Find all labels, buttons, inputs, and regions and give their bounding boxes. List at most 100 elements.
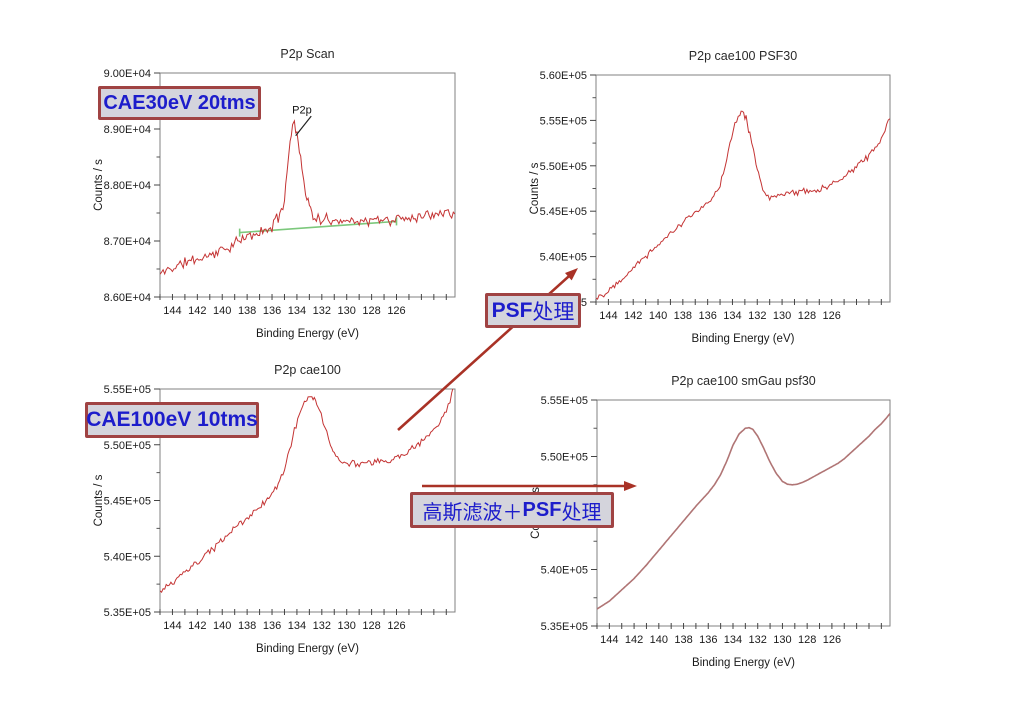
svg-text:140: 140 <box>649 310 667 322</box>
plot-frame <box>595 74 891 303</box>
svg-text:144: 144 <box>599 310 617 322</box>
svg-text:128: 128 <box>362 620 380 632</box>
svg-text:130: 130 <box>773 310 791 322</box>
svg-text:138: 138 <box>674 634 692 646</box>
callout-gauss-psf-processing: 高斯滤波＋ PSF 处理 <box>410 492 614 528</box>
svg-text:5.40E+05: 5.40E+05 <box>540 252 587 264</box>
plot-title: P2p cae100 <box>274 363 341 377</box>
svg-text:144: 144 <box>600 634 618 646</box>
svg-text:128: 128 <box>798 310 816 322</box>
svg-text:126: 126 <box>387 305 405 317</box>
callout-cae100-label: CAE100eV 10tms <box>86 408 258 431</box>
svg-text:132: 132 <box>313 305 331 317</box>
svg-text:5.50E+05: 5.50E+05 <box>540 161 587 173</box>
spectrum-line <box>160 389 454 594</box>
svg-text:5.55E+05: 5.55E+05 <box>541 395 588 407</box>
svg-text:138: 138 <box>238 620 256 632</box>
svg-text:5.55E+05: 5.55E+05 <box>540 115 587 127</box>
gauss-label-pre: 高斯滤波＋ <box>422 501 523 524</box>
background-baseline <box>238 217 398 237</box>
svg-text:140: 140 <box>213 620 231 632</box>
svg-text:134: 134 <box>723 310 741 322</box>
x-axis-label: Binding Energy (eV) <box>256 643 359 655</box>
y-axis-ticks: 9.00E+04 8.90E+04 8.80E+04 8.70E+04 8.60E+04 <box>104 68 160 304</box>
svg-text:144: 144 <box>163 305 181 317</box>
spectrum-line <box>160 119 455 276</box>
plot-p2p_scan: 9.00E+04 8.90E+04 8.80E+04 8.70E+04 8.60E+04… <box>93 47 456 340</box>
svg-text:8.80E+04: 8.80E+04 <box>104 180 151 192</box>
svg-text:130: 130 <box>773 634 791 646</box>
svg-text:5.40E+05: 5.40E+05 <box>104 551 151 563</box>
callout-cae30ev-20tms: CAE30eV 20tms <box>98 86 261 120</box>
svg-text:126: 126 <box>387 620 405 632</box>
svg-text:138: 138 <box>238 305 256 317</box>
gauss-label-strong: PSF <box>522 498 562 521</box>
svg-text:P2p: P2p <box>292 104 312 116</box>
svg-text:134: 134 <box>724 634 742 646</box>
svg-text:140: 140 <box>650 634 668 646</box>
gauss-label-post: 处理 <box>561 501 602 524</box>
svg-text:132: 132 <box>748 310 766 322</box>
svg-text:132: 132 <box>313 620 331 632</box>
x-axis-label: Binding Energy (eV) <box>692 333 795 345</box>
svg-text:134: 134 <box>288 620 306 632</box>
svg-text:8.90E+04: 8.90E+04 <box>104 124 151 136</box>
svg-text:142: 142 <box>625 634 643 646</box>
spectrum-line <box>596 110 890 300</box>
svg-text:5.50E+05: 5.50E+05 <box>541 452 588 464</box>
plot-title: P2p cae100 PSF30 <box>689 49 797 63</box>
x-axis-ticks: 144 142 140 138 136 134 132 130 128 126 <box>596 623 882 646</box>
y-axis-label: Counts / s <box>529 162 541 214</box>
svg-text:126: 126 <box>823 310 841 322</box>
svg-text:140: 140 <box>213 305 231 317</box>
svg-text:136: 136 <box>699 634 717 646</box>
svg-text:142: 142 <box>188 620 206 632</box>
y-axis-label: Counts / s <box>93 159 105 211</box>
spectrum-line <box>597 413 890 610</box>
plot-p2p_cae100: 5.55E+05 5.50E+05 5.45E+05 5.40E+05 5.35E+05… <box>93 363 456 655</box>
svg-text:130: 130 <box>338 620 356 632</box>
svg-text:5.35E+05: 5.35E+05 <box>541 621 588 633</box>
svg-text:142: 142 <box>624 310 642 322</box>
x-axis-label: Binding Energy (eV) <box>692 657 795 669</box>
x-axis-ticks: 144 142 140 138 136 134 132 130 128 126 <box>595 299 882 322</box>
svg-text:5.40E+05: 5.40E+05 <box>541 565 588 577</box>
plot-title: P2p cae100 smGau psf30 <box>671 374 816 388</box>
svg-text:128: 128 <box>362 305 380 317</box>
callout-cae100ev-10tms: CAE100eV 10tms <box>85 402 259 438</box>
peak-annotation: P2p <box>292 104 312 137</box>
plot-p2p_cae100_psf30: 5.60E+05 5.55E+05 5.50E+05 5.45E+05 5.40E+05… <box>529 49 891 345</box>
svg-text:130: 130 <box>338 305 356 317</box>
svg-text:132: 132 <box>749 634 767 646</box>
svg-text:5.55E+05: 5.55E+05 <box>104 384 151 396</box>
plot-frame <box>596 399 891 627</box>
psf-label-post: 处理 <box>532 299 575 324</box>
svg-text:9.00E+04: 9.00E+04 <box>104 68 151 80</box>
svg-text:134: 134 <box>288 305 306 317</box>
callout-cae30-label: CAE30eV 20tms <box>103 91 256 114</box>
svg-text:5.45E+05: 5.45E+05 <box>104 496 151 508</box>
svg-text:136: 136 <box>263 305 281 317</box>
svg-text:128: 128 <box>798 634 816 646</box>
svg-text:144: 144 <box>163 620 181 632</box>
plot-title: P2p Scan <box>280 47 334 61</box>
svg-text:5.45E+05: 5.45E+05 <box>540 206 587 218</box>
svg-text:5.60E+05: 5.60E+05 <box>540 70 587 82</box>
svg-text:142: 142 <box>188 305 206 317</box>
psf-label-strong: PSF <box>491 298 533 322</box>
x-axis-ticks: 144 142 140 138 136 134 132 130 128 126 <box>159 294 447 317</box>
svg-text:136: 136 <box>698 310 716 322</box>
svg-text:8.70E+04: 8.70E+04 <box>104 236 151 248</box>
y-axis-ticks: 5.55E+05 5.50E+05 5.45E+05 5.40E+05 5.35E+05 <box>104 384 160 619</box>
svg-text:5.35E+05: 5.35E+05 <box>104 607 151 619</box>
callout-psf-processing: PSF 处理 <box>485 293 581 328</box>
svg-text:136: 136 <box>263 620 281 632</box>
x-axis-label: Binding Energy (eV) <box>256 328 359 340</box>
svg-text:5.50E+05: 5.50E+05 <box>104 440 151 452</box>
gauss-psf-arrow <box>422 481 637 491</box>
svg-text:126: 126 <box>823 634 841 646</box>
svg-text:138: 138 <box>674 310 692 322</box>
y-axis-label: Counts / s <box>93 474 105 526</box>
